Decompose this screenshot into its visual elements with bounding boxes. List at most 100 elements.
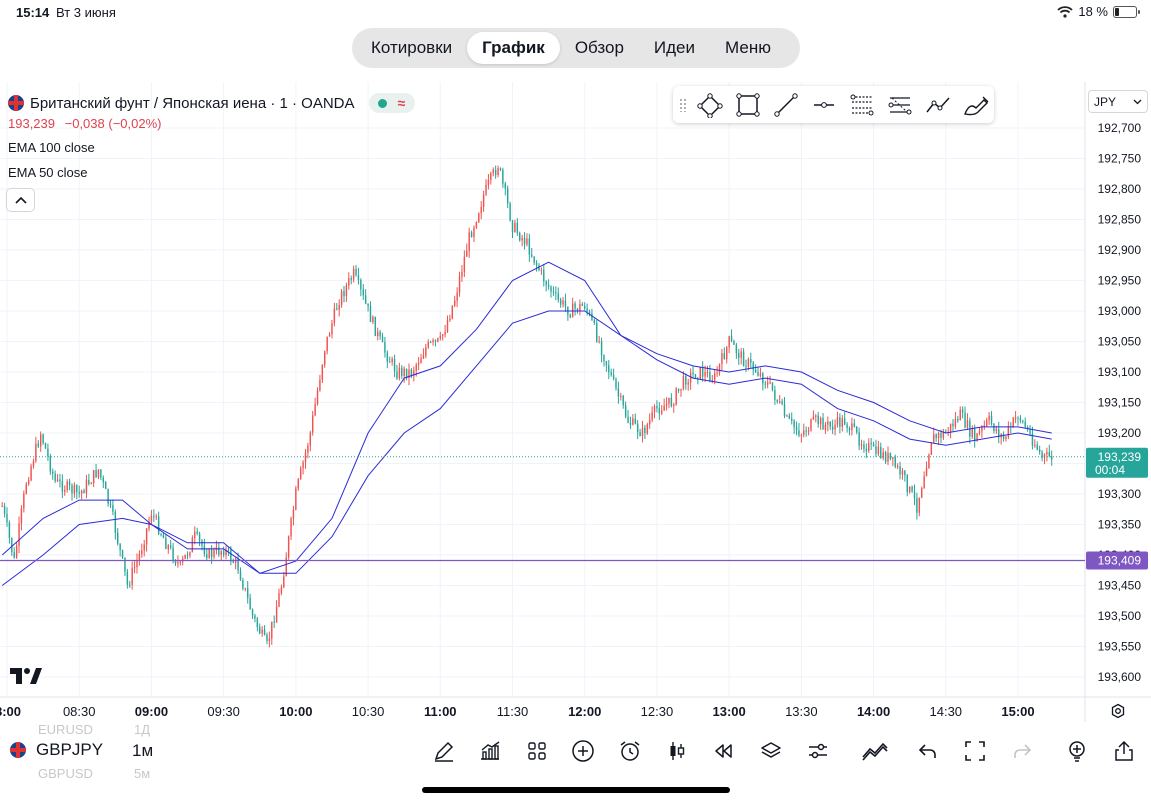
candle-body [540,269,543,271]
candle-body [271,621,273,639]
candle-body [851,423,853,431]
candle-body [600,341,603,356]
candle-body [750,359,752,363]
chart-canvas[interactable]: 192,700 192,750 192,800 192,850 192,900 192,9… [0,82,1151,722]
candle-body [817,415,819,425]
status-time: 15:14 [16,5,50,20]
candle-body [8,522,11,538]
legend-ema100[interactable]: EMA 100 close [8,140,95,155]
candle-body [663,405,665,411]
candle-body [644,427,646,434]
candle-body [636,423,639,433]
candle-body [798,430,800,436]
tradingview-logo-icon[interactable] [10,668,42,689]
candle-body [393,358,396,372]
layers-icon[interactable] [756,736,786,766]
pencil-icon[interactable] [429,736,459,766]
grid-icon[interactable] [522,736,552,766]
currency-select[interactable]: JPY [1088,90,1148,113]
redo-icon[interactable] [1007,736,1037,766]
candle-body [620,395,622,397]
candle-body [1014,417,1017,419]
undo-icon[interactable] [913,736,943,766]
price-axis-label: 192,850 [1098,213,1142,227]
candle-body [369,306,372,323]
candle-body [901,470,904,475]
share-icon[interactable] [1109,736,1139,766]
candle-body [114,511,117,533]
pattern-icon[interactable] [695,91,725,119]
candle-body [466,250,468,257]
candle-body [119,543,121,551]
candle-body [372,316,374,323]
settings-sliders-icon[interactable] [803,736,833,766]
candle-body [331,323,333,335]
drag-handle-icon[interactable] [679,97,687,112]
candle-body [896,466,899,468]
market-status-pill[interactable]: ≈ [368,93,415,113]
legend-ema50[interactable]: EMA 50 close [8,165,88,180]
candle-body [571,303,574,318]
status-bar: 15:14 Вт 3 июня 18 % [0,0,1151,24]
tab-quotes[interactable]: Котировки [371,38,453,57]
compare-icon[interactable] [860,736,890,766]
candle-body [85,480,88,494]
candle-body [117,532,119,544]
path-icon[interactable] [923,91,953,119]
hline-price-tag[interactable] [1086,551,1148,570]
candle-body [887,452,889,462]
candle-body [516,222,519,233]
candle-body [930,442,933,455]
candle-body [786,415,788,417]
candle-body [699,366,701,379]
add-icon[interactable] [568,736,598,766]
fullscreen-icon[interactable] [960,736,990,766]
candle-body [32,461,35,467]
tab-menu[interactable]: Меню [725,38,771,57]
legend-collapse-button[interactable] [6,188,35,212]
candle-body [184,554,186,559]
price-axis-label: 192,900 [1098,243,1142,257]
candle-body [735,344,738,354]
pitchfork-icon[interactable] [885,91,915,119]
candle-body [198,533,201,541]
candle-body [376,331,379,336]
rectangle-icon[interactable] [733,91,763,119]
brush-icon[interactable] [961,91,991,119]
candle-body [841,418,844,427]
symbol-title[interactable]: Британский фунт / Японская иена · 1 · OA… [30,94,355,112]
candle-body [1031,433,1034,446]
candle-body [78,491,80,494]
fib-retracement-icon[interactable] [847,91,877,119]
interval-picker[interactable]: 1м [132,741,154,760]
candle-body [340,291,343,306]
indicators-icon[interactable] [475,736,505,766]
alarm-icon[interactable] [615,736,645,766]
candle-body [206,554,208,558]
price-axis-label: 193,450 [1098,579,1142,593]
candle-body [196,531,198,534]
horizontal-ray-icon[interactable] [809,91,839,119]
candle-body [389,361,391,363]
candle-body [880,446,882,458]
candle-body [574,303,576,309]
tab-overview[interactable]: Обзор [574,38,624,57]
candle-body [249,597,251,610]
chart-legend: Британский фунт / Японская иена · 1 · OA… [8,92,415,184]
ideas-icon[interactable] [1062,736,1092,766]
candle-body [726,347,728,360]
tab-ideas[interactable]: Идеи [653,38,696,57]
replay-icon[interactable] [709,736,739,766]
trend-line-icon[interactable] [771,91,801,119]
candles-icon[interactable] [662,736,692,766]
tab-chart[interactable]: График [467,32,560,64]
symbol-picker[interactable]: GBPJPY [10,740,103,760]
candle-body [427,341,429,348]
candle-body [766,382,769,385]
symbol-name[interactable]: GBPJPY [36,740,104,759]
candle-body [918,497,921,513]
candle-body [803,430,805,436]
candle-body [283,576,285,588]
chart-settings-gear-icon[interactable] [1110,703,1126,724]
legend-symbol-row[interactable]: Британский фунт / Японская иена · 1 · OA… [8,92,415,114]
